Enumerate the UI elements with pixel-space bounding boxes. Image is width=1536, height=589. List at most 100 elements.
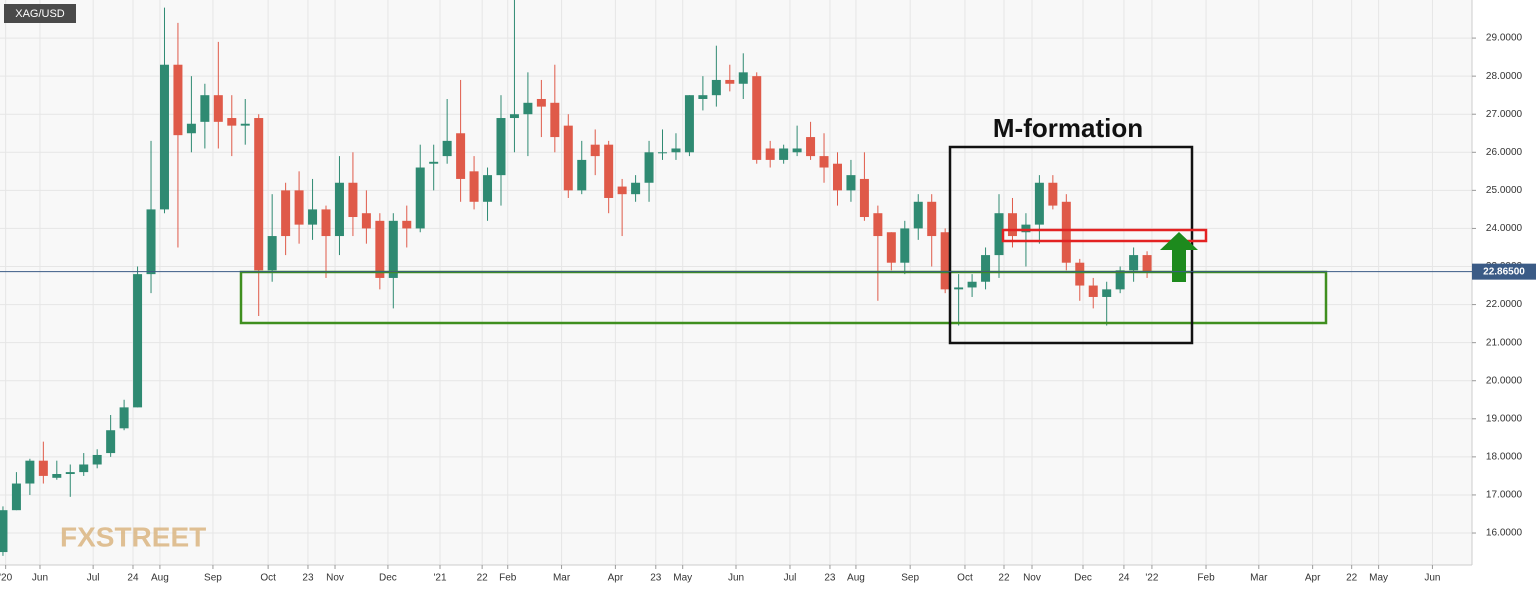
symbol-tag — [4, 4, 76, 23]
x-tick-label: Sep — [204, 573, 222, 584]
y-tick-label: 24.0000 — [1486, 223, 1523, 234]
candle-body — [617, 186, 627, 195]
annotation: M-formation — [993, 113, 1143, 143]
candle-body — [429, 161, 439, 164]
candle-body — [752, 76, 762, 160]
candle-body — [267, 236, 277, 271]
y-tick-label: 18.0000 — [1486, 452, 1523, 463]
candle-body — [1142, 255, 1152, 272]
candle-body — [52, 474, 62, 478]
candle-body — [200, 95, 210, 122]
candle-body — [348, 182, 358, 218]
x-tick-label: 22 — [477, 573, 489, 584]
candle-body — [927, 201, 937, 237]
grid — [0, 0, 1472, 565]
candle-body — [1088, 285, 1098, 297]
candle-body — [442, 140, 452, 157]
candle-body — [415, 167, 425, 229]
x-tick-label: May — [673, 573, 692, 584]
candle-body — [765, 148, 775, 160]
y-tick-label: 29.0000 — [1486, 33, 1523, 44]
candle-body — [1048, 182, 1058, 206]
candle-body — [644, 152, 654, 183]
candle-body — [159, 64, 169, 210]
candle-body — [38, 460, 48, 476]
candle-body — [133, 274, 143, 408]
candle-body — [456, 133, 466, 179]
candle-body — [119, 407, 129, 429]
candle-body — [711, 79, 721, 96]
x-tick-label: 23 — [302, 573, 314, 584]
x-tick-label: Apr — [1305, 573, 1321, 584]
candle-body — [806, 137, 816, 157]
candle-body — [240, 123, 250, 126]
candle-body — [967, 281, 977, 288]
candle-body — [106, 430, 116, 454]
candle-body — [590, 144, 600, 157]
candle-body — [1061, 201, 1071, 263]
candle-body — [738, 72, 748, 84]
candle-body — [1102, 289, 1112, 297]
candle-body — [213, 95, 223, 122]
y-tick-label: 26.0000 — [1486, 147, 1523, 158]
candle-body — [1021, 224, 1031, 233]
candle-body — [375, 220, 385, 278]
candle-body — [779, 148, 789, 160]
y-tick-label: 21.0000 — [1486, 337, 1523, 348]
x-tick-label: '20 — [0, 573, 13, 584]
x-tick-label: Jun — [728, 573, 744, 584]
x-tick-label: '21 — [433, 573, 446, 584]
x-tick-label: Jul — [87, 573, 100, 584]
candle-body — [469, 171, 479, 202]
x-tick-label: Oct — [260, 573, 276, 584]
candle-body — [186, 123, 196, 134]
candle-body — [496, 118, 506, 176]
candle-body — [550, 102, 560, 138]
price-label: 22.86500 — [1483, 266, 1525, 277]
x-tick-label: Feb — [1197, 573, 1215, 584]
candle-body — [536, 98, 546, 107]
arrow-head — [1160, 232, 1198, 250]
y-tick-label: 22.0000 — [1486, 299, 1523, 310]
candle-body — [981, 255, 991, 282]
x-tick-label: Apr — [608, 573, 624, 584]
candle-body — [79, 464, 89, 473]
candle-body — [725, 79, 735, 84]
x-tick-label: 24 — [127, 573, 139, 584]
candle-body — [388, 220, 398, 278]
candle-body — [698, 95, 708, 99]
x-tick-label: 22 — [1346, 573, 1358, 584]
candle-body — [402, 220, 412, 229]
up-arrow — [1160, 232, 1198, 282]
x-tick-label: 23 — [824, 573, 836, 584]
x-tick-label: Feb — [499, 573, 517, 584]
candle-body — [1034, 182, 1044, 225]
candle-body — [254, 118, 264, 271]
candle-body — [509, 114, 519, 119]
chart-title: XAG/USD — [15, 8, 65, 20]
candle-body — [859, 178, 869, 218]
candle-body — [173, 64, 183, 136]
candle-body — [900, 228, 910, 263]
x-tick-label: Nov — [326, 573, 344, 584]
resistance-box — [1001, 228, 1208, 243]
candle-body — [146, 209, 156, 275]
candle-body — [0, 510, 8, 553]
candle-body — [671, 148, 681, 153]
y-tick-label: 19.0000 — [1486, 413, 1523, 424]
x-tick-label: '22 — [1145, 573, 1158, 584]
candle-body — [873, 213, 883, 237]
y-tick-label: 17.0000 — [1486, 490, 1523, 501]
candle-body — [1075, 262, 1085, 286]
candle-body — [658, 152, 668, 154]
x-tick-label: Aug — [151, 573, 169, 584]
candle-body — [940, 232, 950, 290]
candle-body — [954, 287, 964, 290]
y-tick-label: 16.0000 — [1486, 528, 1523, 539]
candle-body — [631, 182, 641, 195]
x-tick-label: Mar — [1250, 573, 1268, 584]
candle-body — [563, 125, 573, 191]
watermark: FXSTREET — [60, 521, 206, 552]
x-tick-label: Nov — [1023, 573, 1041, 584]
